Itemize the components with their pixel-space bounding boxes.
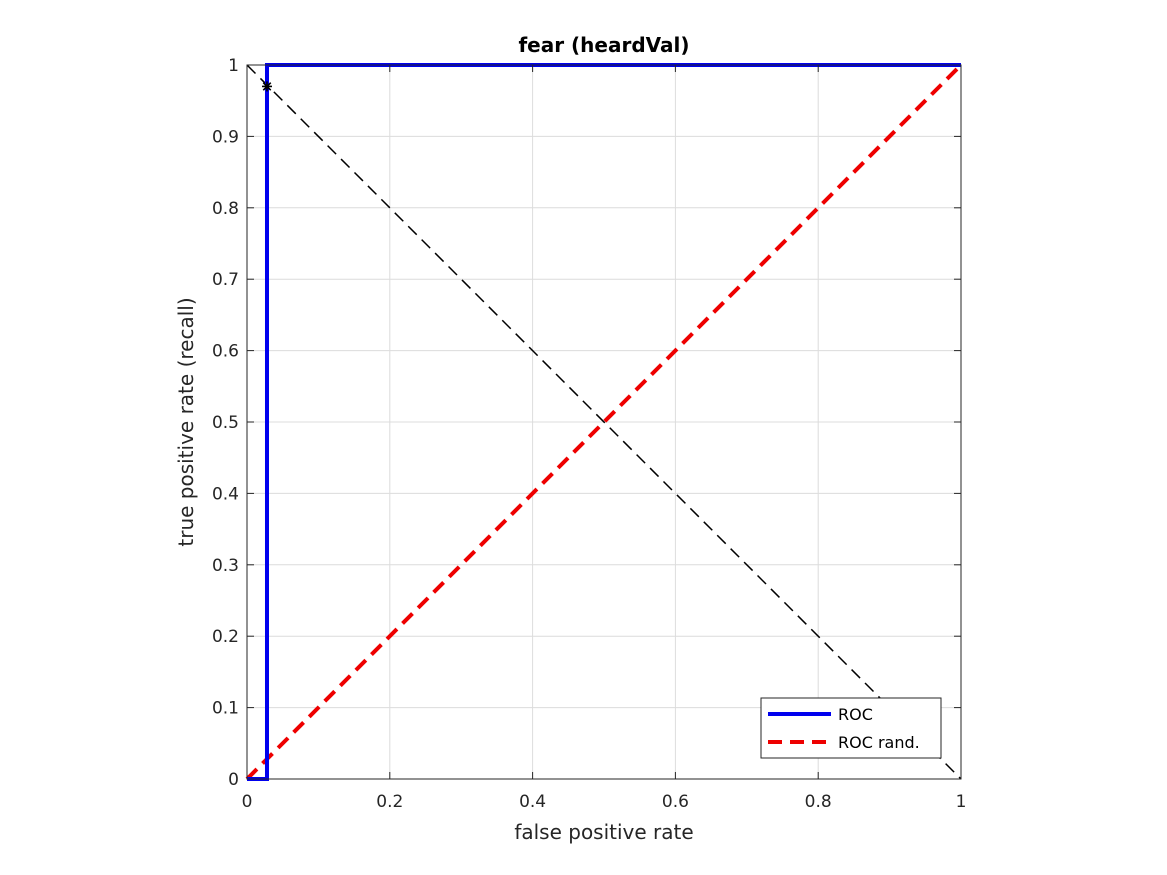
x-tick-label: 0.6 [662, 792, 689, 812]
legend: ROC ROC rand. [760, 697, 942, 759]
x-tick-label: 0.4 [519, 792, 546, 812]
y-tick-label: 0.8 [212, 199, 239, 219]
y-tick-label: 0.6 [212, 342, 239, 362]
y-tick-label: 0.3 [212, 556, 239, 576]
axis-ticks: 0 0.2 0.4 0.6 0.8 1 0 0.1 0.2 0.3 0.4 0.5 0.6 0.7 0.8 0… [212, 56, 966, 812]
legend-label-roc: ROC [838, 705, 873, 724]
y-axis-label: true positive rate (recall) [174, 297, 198, 546]
y-tick-label: 0.7 [212, 270, 239, 290]
chart-title: fear (heardVal) [518, 33, 689, 57]
y-tick-label: 0.1 [212, 699, 239, 719]
series-line-roc-rand [245, 63, 963, 781]
legend-box [760, 697, 942, 759]
x-tick-label: 0.8 [805, 792, 832, 812]
legend-label-roc-rand: ROC rand. [838, 733, 920, 752]
x-tick-label: 0.2 [376, 792, 403, 812]
x-tick-label: 1 [956, 792, 967, 812]
reference-diagonal-line [246, 64, 962, 780]
grid [246, 64, 962, 780]
x-axis-label: false positive rate [514, 820, 693, 844]
y-tick-label: 0.9 [212, 127, 239, 147]
y-tick-label: 1 [228, 56, 239, 76]
operating-point-marker [261, 81, 272, 92]
y-tick-label: 0.2 [212, 627, 239, 647]
y-tick-label: 0.4 [212, 484, 239, 504]
x-tick-label: 0 [242, 792, 253, 812]
y-tick-label: 0.5 [212, 413, 239, 433]
y-tick-label: 0 [228, 770, 239, 790]
